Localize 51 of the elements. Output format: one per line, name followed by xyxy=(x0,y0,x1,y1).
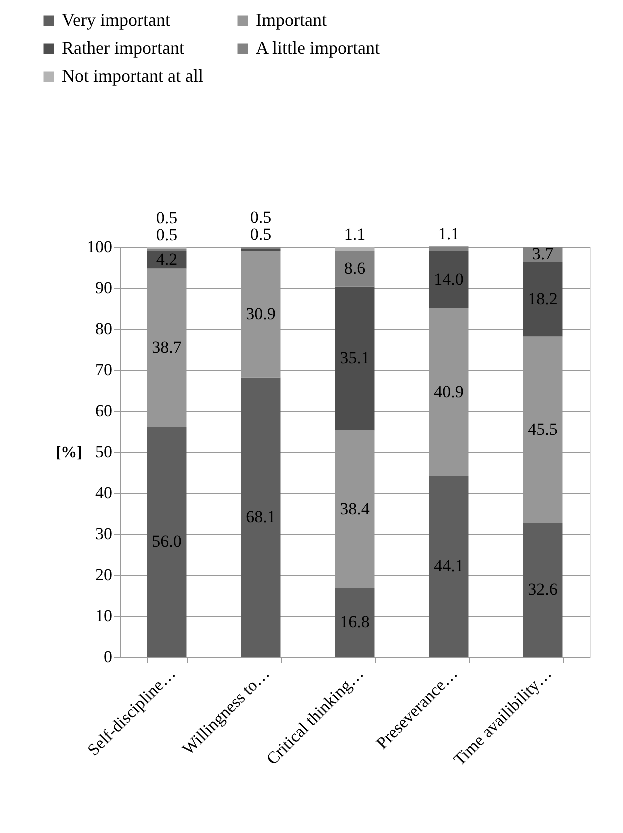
data-label: 0.5 xyxy=(250,208,272,227)
y-tick-label: 70 xyxy=(96,360,112,380)
bar xyxy=(147,249,187,252)
data-label: 1.1 xyxy=(438,224,460,244)
data-label: 14.0 xyxy=(434,270,464,289)
data-label: 4.2 xyxy=(156,250,178,270)
data-label: 8.6 xyxy=(344,259,366,278)
y-tick-label: 60 xyxy=(96,402,112,420)
bar xyxy=(335,286,375,431)
y-tick-label: 80 xyxy=(96,320,112,338)
y-tick-label: 20 xyxy=(96,566,112,584)
data-label: 0.5 xyxy=(250,225,272,244)
data-label: 40.9 xyxy=(434,382,464,402)
data-label: 44.1 xyxy=(434,556,464,576)
data-label: 38.7 xyxy=(152,338,182,358)
data-label: 68.1 xyxy=(246,507,276,526)
data-label: 0.5 xyxy=(156,225,178,244)
y-tick-label: 100 xyxy=(87,238,112,256)
y-axis-title: [%] xyxy=(56,444,82,462)
bar xyxy=(241,378,281,657)
bar xyxy=(523,523,563,657)
data-label: 45.5 xyxy=(528,420,558,440)
data-label: 32.6 xyxy=(528,580,558,600)
bar xyxy=(429,251,469,308)
bar xyxy=(147,427,187,657)
legend-label: Rather important xyxy=(62,38,184,58)
bar xyxy=(335,588,375,657)
data-label: 1.1 xyxy=(344,225,366,244)
data-label: 35.1 xyxy=(340,348,370,368)
bar xyxy=(429,246,469,252)
legend-label: Very important xyxy=(62,10,170,30)
data-label: 38.4 xyxy=(340,499,370,518)
legend-label: A little important xyxy=(256,38,380,58)
bar xyxy=(335,247,375,252)
y-tick-label: 50 xyxy=(96,442,112,462)
data-label: 30.9 xyxy=(246,304,276,324)
data-label: 0.5 xyxy=(156,208,178,228)
data-label: 18.2 xyxy=(528,289,558,308)
bar xyxy=(523,262,563,337)
y-tick-label: 10 xyxy=(96,606,112,626)
data-label: 56.0 xyxy=(152,532,182,552)
legend-label: Not important at all xyxy=(62,66,204,86)
data-label: 3.7 xyxy=(532,244,554,264)
bar xyxy=(335,252,375,287)
legend-label: Important xyxy=(256,10,327,30)
y-tick-label: 30 xyxy=(96,524,112,544)
y-tick-label: 40 xyxy=(96,484,112,502)
y-tick-label: 0 xyxy=(104,648,112,666)
bar xyxy=(429,476,469,657)
data-label: 16.8 xyxy=(340,612,370,632)
y-tick-label: 90 xyxy=(96,278,112,298)
